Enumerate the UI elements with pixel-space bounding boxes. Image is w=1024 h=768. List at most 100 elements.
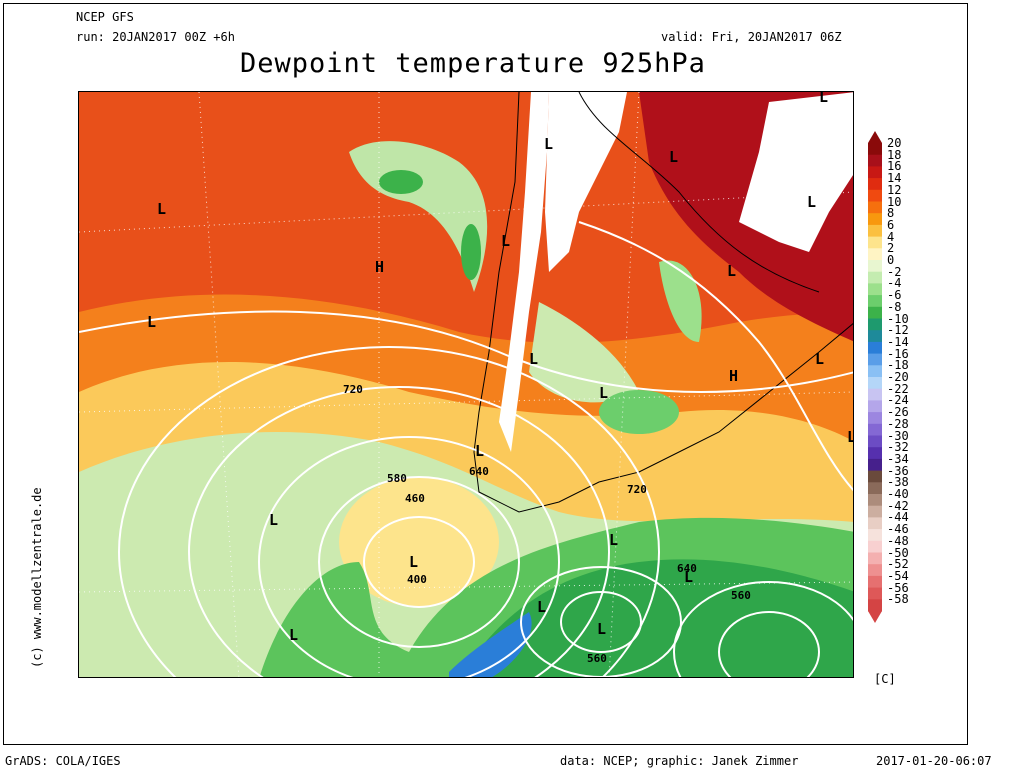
colorbar-cell [868,318,882,331]
pressure-label: H [375,258,384,276]
isobars [79,221,853,677]
field-green-core2 [461,224,481,280]
colorbar-cell [868,154,882,167]
pressure-label: L [684,568,693,586]
colorbar-tick-label: -42 [887,498,909,513]
colorbar-tick-label: -8 [887,299,902,314]
pressure-label: L [409,553,418,571]
colorbar-cell [868,295,882,308]
coastline [473,92,853,513]
colorbar-cell [868,143,882,156]
contour-label: 580 [387,472,407,485]
figure-frame [3,3,968,745]
contour-label: 720 [627,483,647,496]
website-credit: (c) www.modellzentrale.de [30,487,44,668]
field-green-ne [659,260,702,342]
colorbar-tick-label: -54 [887,568,909,583]
field-green-east-core [599,390,679,434]
colorbar-tick-label: -44 [887,510,909,525]
colorbar-tick-label: -12 [887,323,909,338]
colorbar-tick-label: 6 [887,217,895,232]
colorbar-tick-label: -34 [887,451,909,466]
colorbar-tick-label: 12 [887,182,902,197]
lat-lon-grid [79,92,853,677]
colorbar-tick-label: -32 [887,440,909,455]
colorbar-tick-label: -10 [887,311,909,326]
pressure-label: L [269,511,278,529]
colorbar-cell [868,575,882,589]
colorbar-cell [868,283,882,296]
pressure-label: L [597,620,606,638]
colorbar-tick-label: -26 [887,405,909,420]
pressure-label: L [544,135,553,153]
field-green-core [379,170,423,194]
colorbar-cell [868,540,882,553]
colorbar-cell [868,517,882,530]
contour-label: 640 [677,562,697,575]
contour-label: 640 [469,465,489,478]
pressure-label: L [537,598,546,616]
colorbar-cell [868,388,882,401]
colorbar-cell [868,564,882,577]
colorbar-tick-label: 0 [887,253,895,267]
colorbar-cell [868,587,882,600]
pressure-label: L [157,200,166,218]
pressure-label: L [727,262,736,280]
colorbar-tick-label: -14 [887,334,909,349]
colorbar-cell [868,377,882,390]
colorbar-cell [868,224,882,238]
colorbar-tick-label: -46 [887,522,909,537]
colorbar-tick-label: -20 [887,370,909,384]
contour-label: 400 [407,573,427,586]
colorbar-tick-label: 14 [887,171,902,186]
colorbar [868,131,882,623]
timestamp: 2017-01-20-06:07 [876,754,992,768]
dewpoint-map: L L L L L L L L L L L L L L L L L L L L … [79,92,854,677]
colorbar-cell [868,201,882,214]
pressure-label: L [529,350,538,368]
colorbar-cell [868,599,882,612]
pressure-label: L [669,148,678,166]
colorbar-tick-label: -52 [887,557,909,572]
colorbar-cell [868,353,882,366]
pressure-label: L [475,442,484,460]
pressure-label: L [847,428,854,446]
colorbar-tick-label: 20 [887,136,902,150]
contour-label: 560 [731,589,751,602]
colorbar-tick-label: -58 [887,592,909,607]
colorbar-tick-label: -40 [887,487,909,501]
colorbar-cell [868,435,882,448]
pressure-label: L [147,313,156,331]
colorbar-cell [868,458,882,472]
colorbar-tick-label: 18 [887,147,902,162]
colorbar-cell [868,470,882,483]
colorbar-tick-label: -36 [887,463,909,478]
colorbar-tick-label: -6 [887,288,902,303]
colorbar-cell [868,494,882,507]
contour-label: 560 [587,652,607,665]
terrain-mask-andes [499,92,549,452]
map-panel: L L L L L L L L L L L L L L L L L L L L … [78,91,854,678]
contour-label: 720 [343,383,363,396]
colorbar-tick-label: -16 [887,346,909,361]
field-blue [449,612,532,677]
pressure-label: L [599,384,608,402]
valid-time: valid: Fri, 20JAN2017 06Z [661,30,842,44]
field-yellow-pocket [339,477,499,607]
colorbar-cell [868,400,882,413]
field-darkgreen-south [460,559,853,677]
colorbar-tick-label: -24 [887,393,909,408]
colorbar-cell [868,529,882,542]
colorbar-cell [868,166,882,179]
colorbar-tick-label: 2 [887,241,895,256]
colorbar-cell [868,552,882,565]
unit-label: [C] [874,672,896,686]
colorbar-cell [868,306,882,319]
page-title: Dewpoint temperature 925hPa [240,48,706,79]
colorbar-cell [868,213,882,226]
pressure-label: L [289,626,298,644]
colorbar-tick-label: -38 [887,475,909,490]
colorbar-cell [868,365,882,378]
software-credit: GrADS: COLA/IGES [5,754,121,768]
colorbar-cell [868,260,882,273]
